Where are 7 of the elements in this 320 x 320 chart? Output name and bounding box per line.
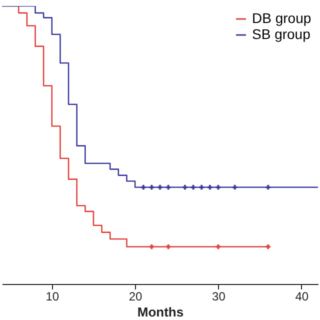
x-tick-label: 20	[128, 290, 143, 304]
x-tick-label: 10	[46, 290, 60, 304]
x-axis-title: Months	[137, 304, 184, 320]
x-tick-label: 40	[295, 290, 309, 304]
legend-label: DB group	[252, 10, 312, 26]
legend-label: SB group	[252, 26, 311, 42]
x-tick-label: 30	[212, 290, 226, 304]
